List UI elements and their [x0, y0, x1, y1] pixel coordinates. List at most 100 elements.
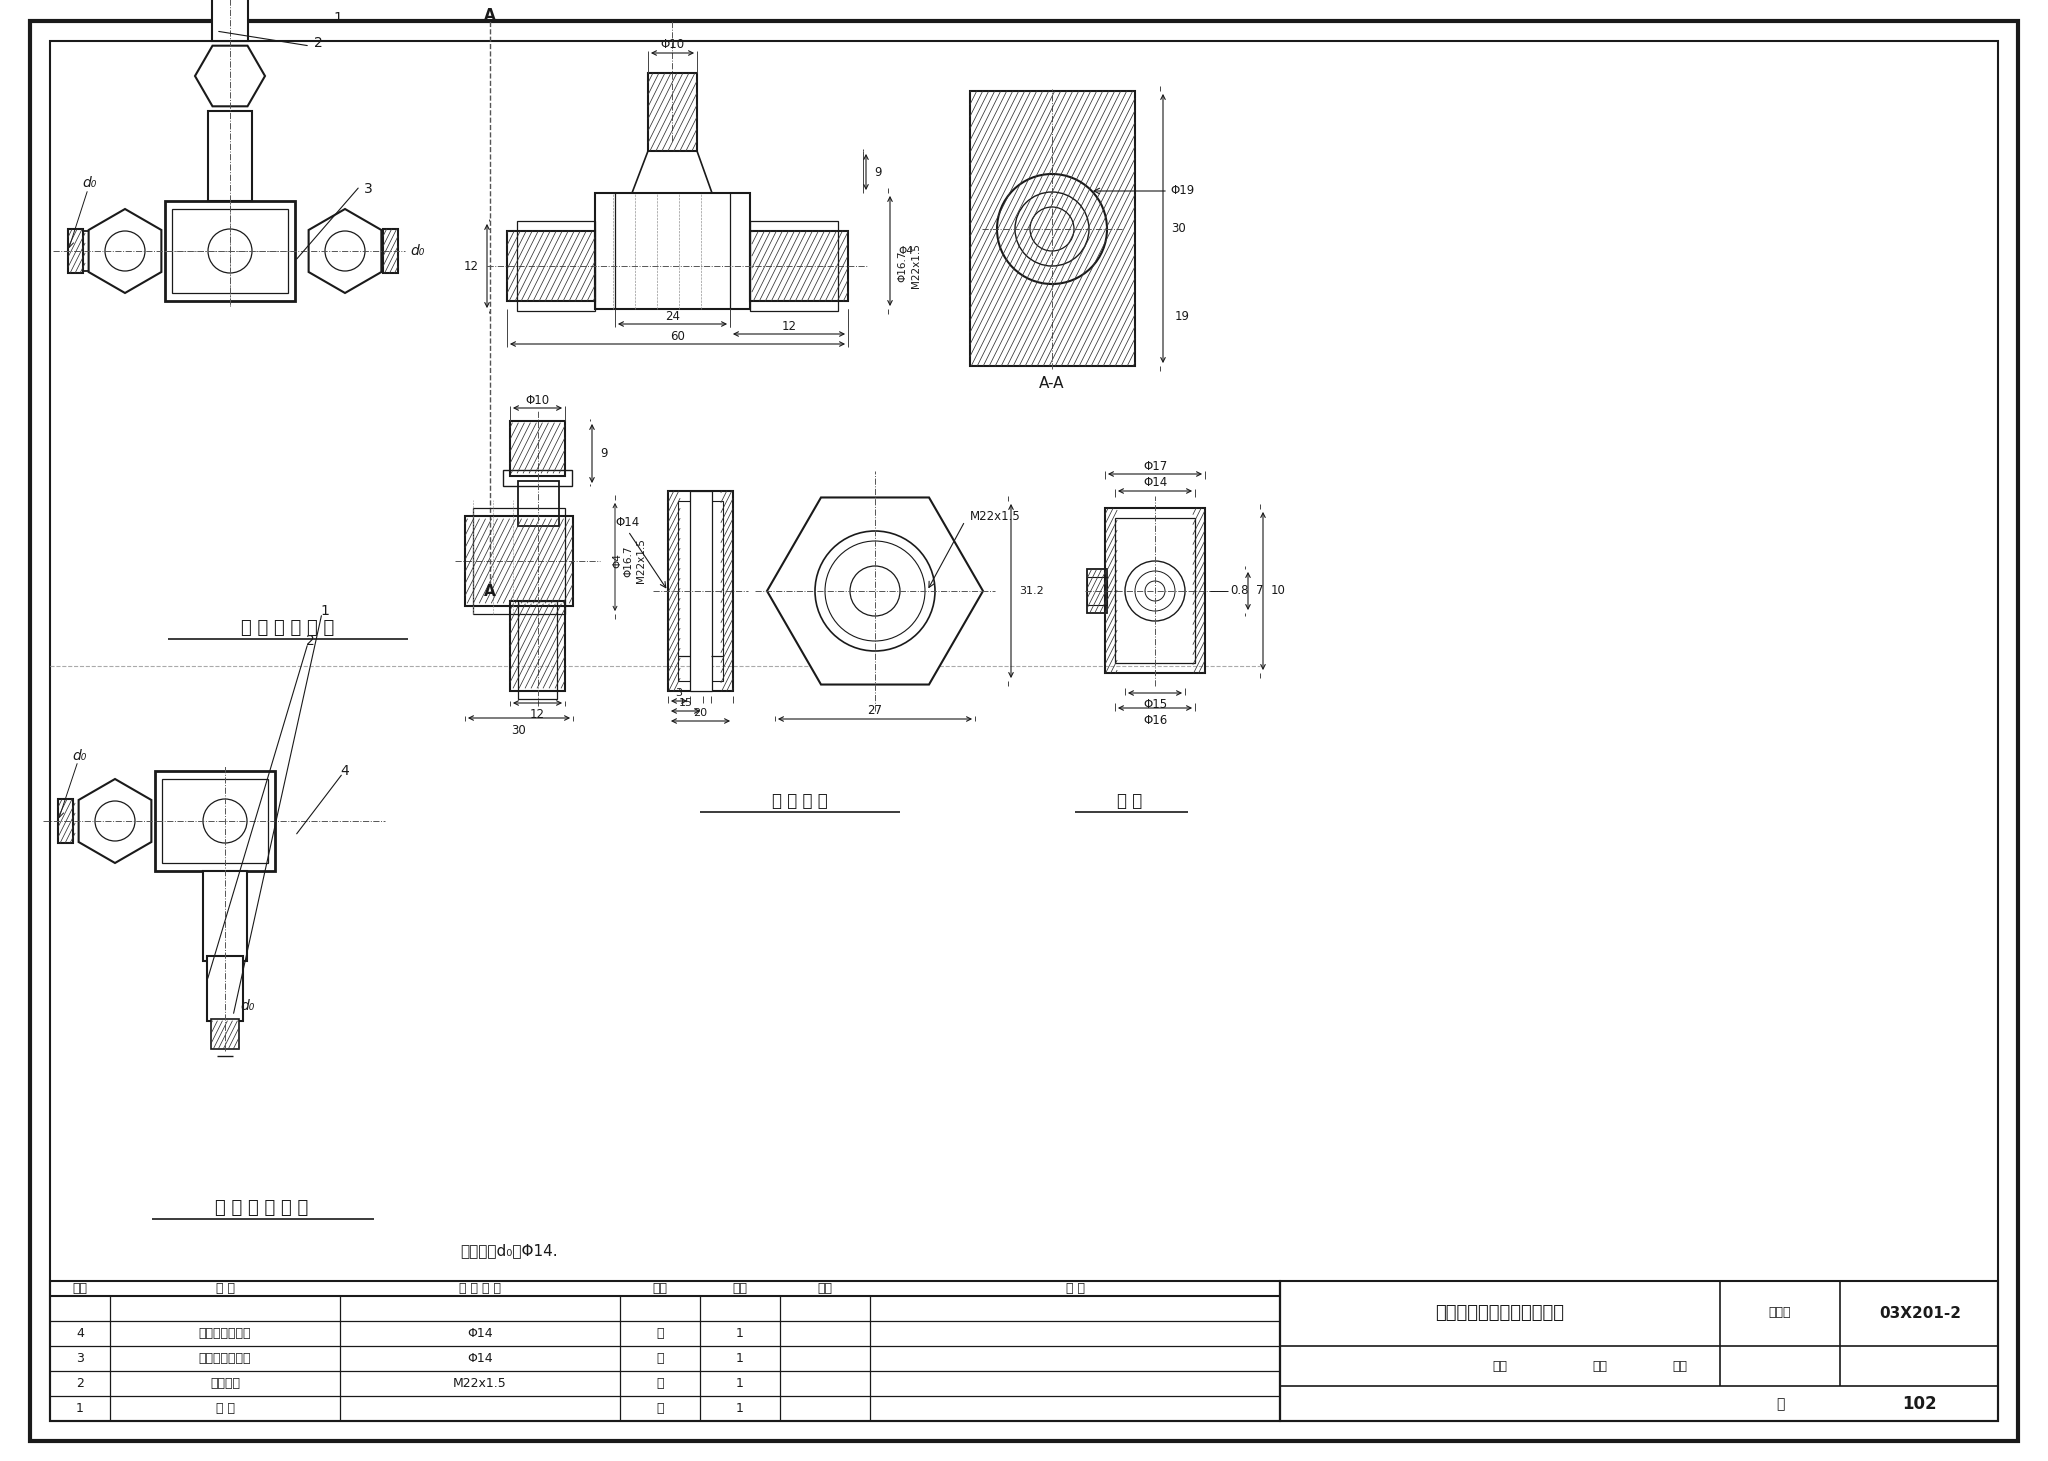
Text: A-A: A-A: [1038, 377, 1065, 392]
Text: 12: 12: [782, 320, 797, 333]
Text: 3: 3: [76, 1351, 84, 1365]
Text: 2: 2: [76, 1378, 84, 1389]
Bar: [690, 491, 713, 691]
Bar: [211, 1018, 240, 1049]
Polygon shape: [88, 209, 162, 294]
Text: 15: 15: [678, 698, 692, 709]
Text: 卡 套: 卡 套: [215, 1403, 236, 1416]
Text: 个: 个: [655, 1403, 664, 1416]
Bar: [465, 516, 573, 606]
Bar: [504, 470, 571, 487]
Text: 27: 27: [868, 704, 883, 717]
Text: 20: 20: [694, 709, 707, 717]
Bar: [971, 91, 1135, 367]
Text: 1: 1: [735, 1327, 743, 1340]
Text: A: A: [483, 9, 496, 23]
Polygon shape: [768, 497, 983, 685]
Text: d₀: d₀: [82, 175, 96, 190]
Text: 30: 30: [512, 723, 526, 736]
Text: Φ10: Φ10: [526, 393, 549, 406]
Bar: [709, 501, 723, 681]
Text: 型 号 规 格: 型 号 规 格: [459, 1281, 502, 1294]
Text: Φ16.7: Φ16.7: [623, 545, 633, 577]
Bar: [750, 231, 848, 301]
Text: 1: 1: [735, 1403, 743, 1416]
Bar: [172, 209, 289, 294]
Text: 弯通中间接头体: 弯通中间接头体: [199, 1327, 252, 1340]
Text: 3: 3: [676, 688, 682, 698]
Circle shape: [1030, 207, 1073, 251]
Text: M22x1.5: M22x1.5: [971, 510, 1020, 523]
Text: 名 称: 名 称: [215, 1281, 236, 1294]
Bar: [383, 229, 397, 273]
Bar: [49, 1281, 1280, 1422]
Text: 4: 4: [340, 764, 350, 779]
Text: M22x1.5: M22x1.5: [453, 1378, 506, 1389]
Text: 31.2: 31.2: [1020, 586, 1044, 596]
Text: 4: 4: [76, 1327, 84, 1340]
Bar: [516, 221, 596, 311]
Text: d₀: d₀: [74, 749, 88, 763]
Text: 9: 9: [600, 447, 608, 460]
Bar: [1280, 1281, 1999, 1422]
Text: Φ19: Φ19: [1169, 184, 1194, 197]
Text: 页次: 页次: [817, 1281, 831, 1294]
Text: 单位: 单位: [653, 1281, 668, 1294]
Text: 图集号: 图集号: [1769, 1306, 1792, 1319]
Text: 个: 个: [655, 1327, 664, 1340]
Bar: [1114, 519, 1194, 663]
Bar: [750, 221, 838, 311]
Text: Φ16: Φ16: [1143, 713, 1167, 726]
Text: 页: 页: [1776, 1397, 1784, 1411]
Text: 1: 1: [735, 1378, 743, 1389]
Polygon shape: [78, 779, 152, 863]
Text: 7: 7: [1255, 584, 1264, 598]
Bar: [203, 871, 248, 961]
Text: 水静压差传感器安装（二）: 水静压差传感器安装（二）: [1436, 1305, 1565, 1322]
Circle shape: [997, 174, 1108, 283]
Text: Φ4: Φ4: [897, 245, 913, 256]
Text: 注：配管d₀为Φ14.: 注：配管d₀为Φ14.: [461, 1243, 557, 1258]
Text: 9: 9: [874, 165, 881, 178]
Bar: [510, 600, 565, 691]
Bar: [162, 779, 268, 863]
Text: 卡 套: 卡 套: [1118, 792, 1143, 809]
Text: d₀: d₀: [410, 244, 424, 259]
Text: 个: 个: [655, 1378, 664, 1389]
Bar: [596, 193, 750, 308]
Bar: [473, 508, 565, 614]
Text: 102: 102: [1903, 1395, 1937, 1413]
Bar: [1087, 568, 1108, 614]
Text: 三 通 中 间 接 头: 三 通 中 间 接 头: [242, 619, 334, 637]
Text: Φ15: Φ15: [1143, 698, 1167, 712]
Text: 审核: 审核: [1493, 1360, 1507, 1372]
Text: 校对: 校对: [1593, 1360, 1608, 1372]
Text: Φ16.7: Φ16.7: [897, 250, 907, 282]
Text: Φ4: Φ4: [612, 554, 623, 568]
Text: 外 套 螺 母: 外 套 螺 母: [772, 792, 827, 809]
Text: 19: 19: [1176, 310, 1190, 323]
Bar: [166, 202, 295, 301]
Text: M22x1.5: M22x1.5: [911, 244, 922, 288]
Text: Φ14: Φ14: [1143, 476, 1167, 489]
Text: 12: 12: [530, 709, 545, 722]
Bar: [518, 600, 557, 698]
Circle shape: [850, 565, 899, 617]
Text: Φ14: Φ14: [467, 1327, 494, 1340]
Text: 10: 10: [1272, 584, 1286, 598]
Text: 24: 24: [666, 310, 680, 323]
Circle shape: [1016, 191, 1090, 266]
Polygon shape: [309, 209, 381, 294]
Bar: [209, 111, 252, 202]
Polygon shape: [195, 45, 264, 107]
Text: Φ10: Φ10: [659, 38, 684, 51]
Text: 2: 2: [305, 634, 315, 649]
Text: A: A: [483, 583, 496, 599]
Text: 设计: 设计: [1673, 1360, 1688, 1372]
Text: 1: 1: [76, 1403, 84, 1416]
Text: 1: 1: [322, 603, 330, 618]
Text: 数量: 数量: [733, 1281, 748, 1294]
Text: M22x1.5: M22x1.5: [637, 539, 645, 583]
Text: 三通中间接头体: 三通中间接头体: [199, 1351, 252, 1365]
Bar: [68, 229, 84, 273]
